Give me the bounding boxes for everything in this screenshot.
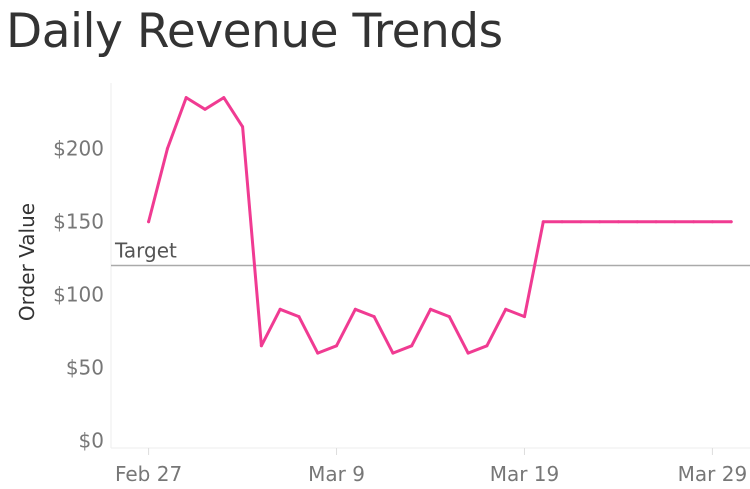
- data-point: [241, 125, 245, 129]
- data-point: [447, 315, 451, 319]
- x-axis-ticks: Feb 27 Mar 9 Mar 19 Mar 29: [115, 448, 747, 486]
- y-axis-ticks: $0 $50 $100 $150 $200: [53, 137, 104, 453]
- data-point: [654, 220, 658, 224]
- y-tick-label: $200: [53, 137, 104, 161]
- series-line: [147, 96, 733, 355]
- data-point: [297, 315, 301, 319]
- x-tick-label: Mar 9: [308, 462, 365, 486]
- y-tick-label: $0: [79, 429, 104, 453]
- data-point: [673, 220, 677, 224]
- y-tick-label: $100: [53, 283, 104, 307]
- data-point: [316, 351, 320, 355]
- reference-line-group: Target: [111, 239, 750, 267]
- data-point: [635, 220, 639, 224]
- x-tick-label: Mar 29: [678, 462, 748, 486]
- data-point: [466, 351, 470, 355]
- data-point: [692, 220, 696, 224]
- y-axis-label: Order Value: [15, 203, 39, 321]
- data-point: [429, 307, 432, 311]
- data-point: [353, 307, 357, 311]
- data-point: [579, 220, 583, 224]
- data-point: [372, 315, 376, 319]
- target-label: Target: [114, 239, 177, 263]
- data-point: [485, 344, 489, 348]
- data-point: [391, 351, 395, 355]
- data-point: [203, 107, 207, 111]
- data-point: [598, 220, 602, 224]
- data-point: [165, 147, 169, 151]
- data-point: [259, 344, 263, 348]
- series-group: [147, 96, 733, 355]
- chart-title: Daily Revenue Trends: [6, 4, 503, 59]
- y-tick-label: $150: [53, 210, 104, 234]
- y-tick-label: $50: [66, 356, 104, 380]
- x-tick-label: Mar 19: [490, 462, 560, 486]
- data-point: [616, 220, 620, 224]
- data-point: [278, 307, 282, 311]
- data-point: [560, 220, 564, 224]
- data-point: [410, 344, 414, 348]
- data-point: [729, 220, 733, 224]
- data-point: [522, 315, 526, 319]
- data-point: [222, 96, 226, 100]
- data-point: [710, 220, 714, 224]
- data-point: [335, 344, 339, 348]
- x-tick-label: Feb 27: [115, 462, 182, 486]
- data-point: [541, 220, 545, 224]
- data-point: [184, 96, 188, 100]
- data-point: [147, 220, 151, 224]
- data-point: [504, 307, 508, 311]
